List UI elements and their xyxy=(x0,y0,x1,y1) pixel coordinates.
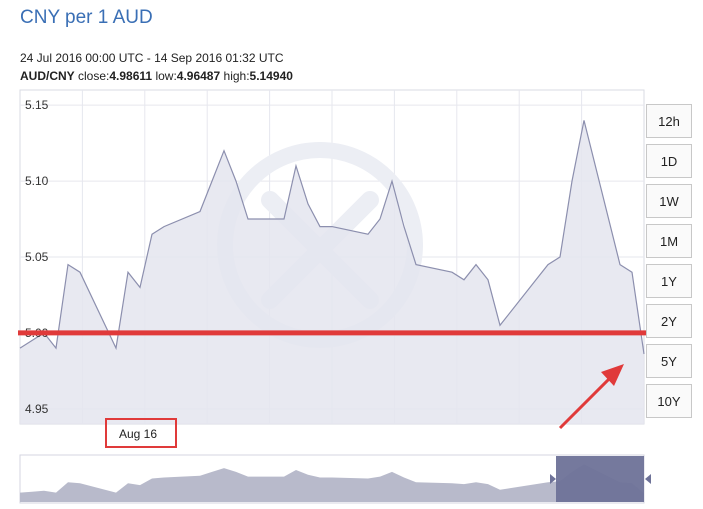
range-button-12h[interactable]: 12h xyxy=(646,104,692,138)
x-marker-highlight: Aug 16 xyxy=(105,418,177,448)
quote-stats: AUD/CNY close:4.98611 low:4.96487 high:5… xyxy=(20,69,293,83)
low-value: 4.96487 xyxy=(176,69,221,83)
close-label: close: xyxy=(78,69,110,83)
range-button-10y[interactable]: 10Y xyxy=(646,384,692,418)
range-button-1d[interactable]: 1D xyxy=(646,144,692,178)
navigator-right-handle-icon[interactable] xyxy=(645,474,651,484)
navigator-left-handle-icon[interactable] xyxy=(550,474,556,484)
navigator-window[interactable] xyxy=(556,456,644,502)
pair-label: AUD/CNY xyxy=(20,69,75,83)
x-marker-label: Aug 16 xyxy=(115,426,162,442)
high-value: 5.14940 xyxy=(249,69,293,83)
range-button-2y[interactable]: 2Y xyxy=(646,304,692,338)
y-tick-label: 5.10 xyxy=(25,174,49,188)
y-tick-label: 5.05 xyxy=(25,250,49,264)
high-label: high: xyxy=(223,69,250,83)
range-button-1m[interactable]: 1M xyxy=(646,224,692,258)
navigator-area xyxy=(20,464,644,502)
navigator[interactable] xyxy=(19,454,651,504)
annotation-arrow-icon xyxy=(558,364,624,430)
price-area xyxy=(20,120,644,425)
y-tick-label: 5.15 xyxy=(25,98,49,112)
price-line xyxy=(19,120,645,355)
y-tick-label: 4.95 xyxy=(25,402,49,416)
low-label: low: xyxy=(155,69,177,83)
chart-title: CNY per 1 AUD xyxy=(20,7,153,28)
date-range: 24 Jul 2016 00:00 UTC - 14 Sep 2016 01:3… xyxy=(20,51,284,65)
range-button-1y[interactable]: 1Y xyxy=(646,264,692,298)
range-button-1w[interactable]: 1W xyxy=(646,184,692,218)
y-axis: 5.155.105.055.004.95 xyxy=(25,98,49,416)
range-button-5y[interactable]: 5Y xyxy=(646,344,692,378)
close-value: 4.98611 xyxy=(109,69,153,83)
